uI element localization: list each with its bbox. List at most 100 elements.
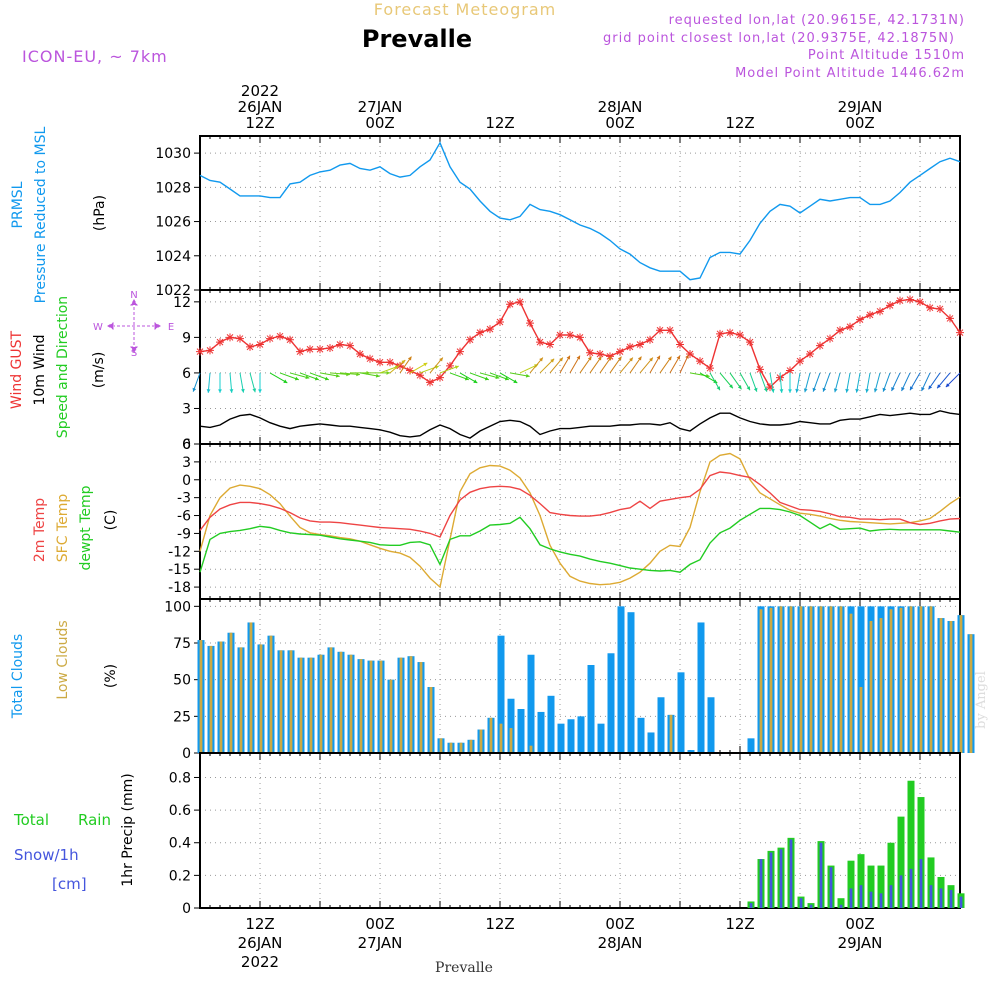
top-time-label: 12Z xyxy=(245,114,274,132)
snow-bar xyxy=(839,904,843,908)
snow-bar xyxy=(749,903,753,908)
wind-arrow-head xyxy=(855,388,860,393)
wind-arrow-head xyxy=(229,389,234,393)
y-tick-label: 25 xyxy=(173,709,191,725)
snow-bar xyxy=(809,904,813,908)
y-tick-label: 0.2 xyxy=(169,868,191,884)
gust-marker xyxy=(386,358,394,367)
low-clouds-bar xyxy=(909,606,913,753)
gust-marker xyxy=(196,347,204,356)
gust-marker xyxy=(906,295,914,304)
gust-marker xyxy=(806,349,814,358)
snow-bar xyxy=(899,875,903,908)
low-clouds-bar xyxy=(269,635,273,753)
wind-arrow-head xyxy=(746,386,750,391)
low-clouds-bar xyxy=(339,651,343,753)
panel-frame xyxy=(199,135,961,291)
wind-arrow-head xyxy=(788,389,792,393)
wind-arrow-head xyxy=(763,387,768,392)
gust-marker xyxy=(296,347,304,356)
wind-arrow-head xyxy=(795,388,800,393)
pressure-panel: 1022 1024 1026 1028 1030 xyxy=(155,135,961,299)
bottom-time-label: 00Z xyxy=(605,915,634,933)
gust-marker xyxy=(356,349,364,358)
compass-rose-icon xyxy=(107,299,161,353)
low-clouds-bar xyxy=(459,742,463,753)
wind-arrow-head xyxy=(314,376,319,381)
bottom-time-label: 12Z xyxy=(725,915,754,933)
gust-marker xyxy=(666,326,674,335)
dewpt-line xyxy=(199,507,961,573)
y-tick-label: 1022 xyxy=(155,283,191,299)
wind-arrow-head xyxy=(258,389,262,393)
y-axis-label: PRMSL xyxy=(10,181,26,228)
low-clouds-bar xyxy=(279,650,283,753)
low-clouds-bar xyxy=(359,659,363,753)
gust-marker xyxy=(756,365,764,374)
gust-marker xyxy=(406,366,414,375)
snow-bar xyxy=(849,888,853,908)
wind-arrow-head xyxy=(667,356,672,361)
wind-arrow-head xyxy=(833,388,838,393)
y-tick-label: 1030 xyxy=(155,146,191,162)
wind-speed-line xyxy=(199,410,961,439)
wind-arrow-head xyxy=(252,388,257,393)
wind-arrow-head xyxy=(685,354,689,359)
low-clouds-bar xyxy=(309,657,313,753)
low-clouds-bar xyxy=(769,607,773,753)
gust-marker xyxy=(306,345,314,354)
low-clouds-bar xyxy=(429,687,433,753)
low-clouds-bar xyxy=(869,621,873,753)
low-clouds-bar xyxy=(849,613,853,753)
gust-marker xyxy=(706,364,714,373)
total-clouds-bar xyxy=(657,697,665,753)
top-time-label: 29JAN xyxy=(838,98,883,116)
wind-arrow-head xyxy=(779,389,784,393)
legend-cm: [cm] xyxy=(52,875,87,893)
wind-arrow-head xyxy=(737,385,742,390)
y-tick-label: 0 xyxy=(182,473,191,489)
wind-arrow-head xyxy=(294,376,299,381)
y-axis-label: (%) xyxy=(103,664,119,688)
wind-arrow-head xyxy=(676,355,680,360)
wind-arrow-head xyxy=(495,375,500,380)
gust-marker xyxy=(326,344,334,353)
gust-marker xyxy=(576,333,584,342)
y-axis-label: Pressure Reduced to MSL xyxy=(33,126,49,303)
total-clouds-bar xyxy=(537,711,545,753)
wind-arrow-head xyxy=(845,388,850,393)
y-tick-label: -18 xyxy=(168,580,191,596)
y-tick-label: -12 xyxy=(168,544,191,560)
low-clouds-bar xyxy=(479,729,483,753)
gust-marker xyxy=(846,322,854,331)
compass-e: E xyxy=(168,322,174,333)
total-clouds-bar xyxy=(697,622,705,753)
y-axis-label: (m/s) xyxy=(91,352,107,389)
bottom-time-label: 2022 xyxy=(241,953,279,971)
snow-bar xyxy=(789,839,793,908)
y-tick-label: 0 xyxy=(182,437,191,453)
gust-marker xyxy=(256,340,264,349)
snow-bar xyxy=(889,885,893,908)
y-tick-label: 0.6 xyxy=(169,803,191,819)
gust-marker xyxy=(676,340,684,349)
low-clouds-bar xyxy=(529,745,533,753)
gust-marker xyxy=(636,340,644,349)
bottom-time-label: 12Z xyxy=(245,915,274,933)
y-tick-label: 3 xyxy=(182,401,191,417)
wind-arrow-head xyxy=(617,356,622,361)
wind-arrow-head xyxy=(770,388,775,393)
snow-bar xyxy=(759,859,763,908)
gust-marker xyxy=(496,317,504,326)
total-clouds-bar xyxy=(677,672,685,753)
wind-arrow-head xyxy=(484,376,489,381)
gust-marker xyxy=(816,341,824,350)
rain-bar xyxy=(867,865,875,908)
y-axis-label: 10m Wind xyxy=(32,334,48,405)
wind-arrow-head xyxy=(587,356,592,361)
clouds-panel: 0 25 50 75 100 xyxy=(164,598,975,762)
y-axis-label: dewpt Temp xyxy=(78,485,94,570)
gust-marker xyxy=(336,340,344,349)
gust-marker xyxy=(536,338,544,347)
